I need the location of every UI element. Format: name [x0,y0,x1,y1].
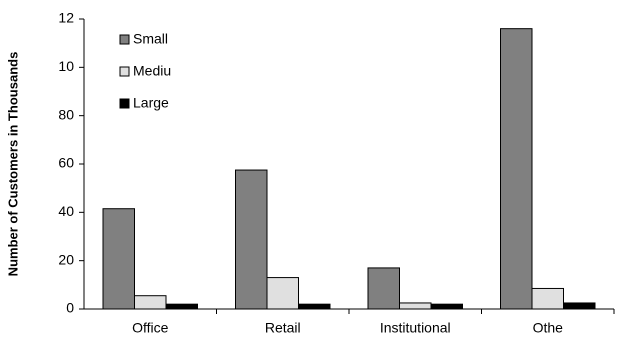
x-tick-label: Retail [265,320,301,336]
bar [563,302,596,310]
y-tick-label: 80 [58,106,74,122]
legend-label: Mediu [133,63,171,79]
bar [134,295,167,310]
y-tick-label: 0 [66,300,74,316]
bar [430,303,463,310]
legend-label: Small [133,31,168,47]
bar [102,208,135,310]
y-tick-label: 40 [58,203,74,219]
bar [399,302,432,310]
bar [531,287,564,310]
y-tick-label: 10 [58,58,74,74]
y-tick-label: 12 [58,10,74,26]
bar [235,169,268,310]
bar [367,267,400,310]
x-tick-label: Institutional [380,320,451,336]
legend-swatch [119,34,130,45]
bar [298,303,331,310]
y-tick-label: 60 [58,155,74,171]
y-axis-label: Number of Customers in Thousands [5,52,20,277]
bar [266,277,299,310]
legend-swatch [119,66,130,77]
x-tick-label: Othe [533,320,564,336]
x-tick-label: Office [132,320,169,336]
bar [500,28,533,310]
y-tick-label: 20 [58,251,74,267]
bar [165,303,198,310]
legend-label: Large [133,95,169,111]
legend-swatch [119,98,130,109]
